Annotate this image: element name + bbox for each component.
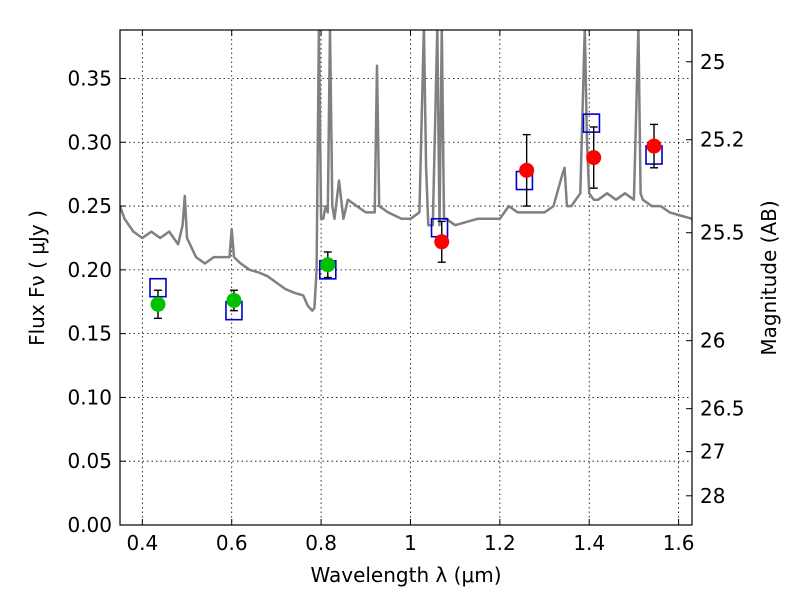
y-tick-label: 0.35 [67,66,112,90]
magnitude-tick-label: 26 [700,329,725,353]
model-spectrum-layer [120,30,692,312]
y-tick-label: 0.05 [67,449,112,473]
x-axis-label: Wavelength λ (μm) [310,563,501,587]
x-tick-label: 0.4 [126,531,158,555]
observed-photometry-layer [150,138,662,312]
nir-data-point [586,150,602,166]
magnitude-tick-label: 28 [700,484,725,508]
nir-data-point [519,162,535,178]
nir-data-point [646,138,662,154]
magnitude-tick-label: 25 [700,50,725,74]
y-tick-label: 0.15 [67,322,112,346]
y-tick-label: 0.20 [67,258,112,282]
optical-data-point [150,296,166,312]
nir-data-point [434,234,450,250]
model-spectrum-line [120,30,692,312]
y-axis-label: Flux Fν ( μJy ) [25,210,49,346]
y-tick-label: 0.00 [67,513,112,537]
x-tick-label: 1.6 [663,531,695,555]
x-tick-label: 1 [404,531,417,555]
magnitude-tick-label: 27 [700,440,725,464]
x-tick-label: 1.2 [484,531,516,555]
magnitude-axis-label: Magnitude (AB) [757,200,781,355]
x-tick-label: 0.6 [216,531,248,555]
y-axis-ticks: 0.00 0.05 0.10 0.15 0.20 0.25 0.30 0.35 [67,66,126,537]
x-tick-label: 1.4 [573,531,605,555]
magnitude-tick-label: 26.5 [700,397,745,421]
magnitude-axis-ticks: 25 25.2 25.5 26 26.5 27 28 [686,50,745,508]
model-photometry-box [582,113,601,133]
x-axis-ticks: 0.4 0.6 0.8 1 1.2 1.4 1.6 [126,30,695,555]
optical-data-point [226,292,242,308]
magnitude-tick-label: 25.2 [700,128,745,152]
y-tick-label: 0.10 [67,385,112,409]
x-tick-label: 0.8 [305,531,337,555]
magnitude-tick-label: 25.5 [700,221,745,245]
optical-data-point [320,257,336,273]
y-tick-label: 0.25 [67,194,112,218]
plot-frame [119,29,693,526]
y-tick-label: 0.30 [67,130,112,154]
